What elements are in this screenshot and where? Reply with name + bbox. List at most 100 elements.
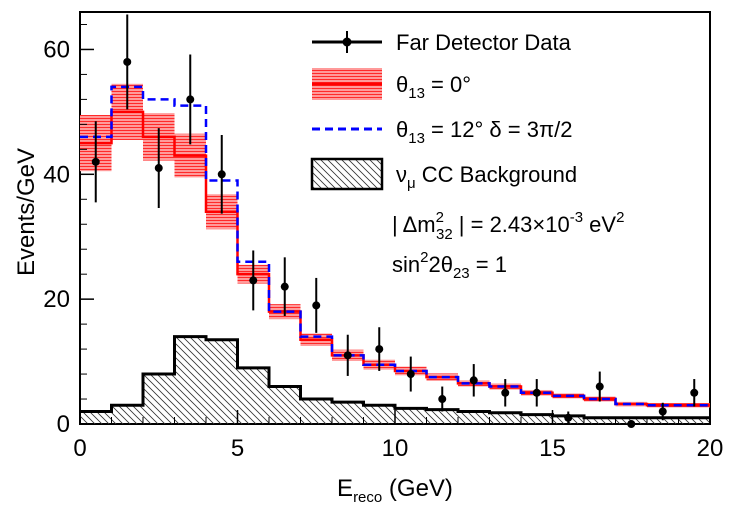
background-bin-10 bbox=[395, 408, 427, 424]
annotation-dm32: | Δm2 32 | = 2.43×10-3 eV2 bbox=[392, 209, 624, 243]
background-bin-19 bbox=[678, 417, 710, 424]
data-point-13 bbox=[501, 379, 510, 407]
marker-17 bbox=[627, 420, 636, 428]
marker-10 bbox=[406, 370, 415, 379]
legend-label-2-rest: = 12° δ = 3π/2 bbox=[425, 117, 573, 142]
annotation-sin2-sub: 23 bbox=[453, 265, 470, 282]
axes: 0 5 10 15 20 0 20 40 60 Ereco (GeV) Events/GeV bbox=[13, 23, 723, 506]
data-point-7 bbox=[312, 277, 321, 333]
legend-label-1: θ13 = 0° bbox=[396, 72, 471, 102]
marker-11 bbox=[438, 395, 447, 404]
annotation-dm32-sup: 2 bbox=[436, 209, 444, 226]
y-tick-label-3: 60 bbox=[43, 36, 70, 63]
marker-6 bbox=[280, 282, 289, 291]
x-axis-title: Ereco (GeV) bbox=[337, 475, 453, 506]
legend-label-3-rest: CC Background bbox=[416, 162, 577, 187]
marker-3 bbox=[186, 95, 195, 104]
marker-0 bbox=[91, 157, 100, 166]
background-bin-1 bbox=[111, 405, 143, 424]
x-tick-label-0: 0 bbox=[73, 435, 86, 462]
background-bin-13 bbox=[489, 412, 521, 424]
annotation-sin2-post: = 1 bbox=[470, 252, 507, 277]
legend-label-1-rest: = 0° bbox=[425, 72, 471, 97]
annotation-dm32-sub: 32 bbox=[436, 226, 453, 243]
marker-12 bbox=[469, 376, 478, 385]
marker-7 bbox=[312, 301, 321, 310]
marker-8 bbox=[343, 351, 352, 360]
annotation-dm32-mid: | = 2.43×10 bbox=[453, 212, 570, 237]
legend-label-2-main: θ bbox=[396, 117, 408, 142]
background-bin-16 bbox=[584, 417, 616, 424]
legend-swatch-background bbox=[310, 157, 384, 191]
data-point-14 bbox=[532, 379, 541, 407]
data-point-16 bbox=[595, 371, 604, 402]
background-bin-5 bbox=[237, 367, 269, 424]
x-tick-label-2: 10 bbox=[382, 435, 409, 462]
x-tick-label-3: 15 bbox=[539, 435, 566, 462]
annotation-sin2: sin22θ23 = 1 bbox=[392, 249, 507, 282]
annotation-dm32-pre: | Δm bbox=[392, 212, 436, 237]
annotation-dm32-exp: -3 bbox=[570, 209, 583, 226]
data-point-2 bbox=[154, 128, 163, 209]
data-points bbox=[91, 14, 699, 428]
x-tick-label-1: 5 bbox=[231, 435, 244, 462]
theta13-12-line bbox=[80, 85, 710, 407]
data-point-6 bbox=[280, 257, 289, 317]
marker-16 bbox=[595, 382, 604, 391]
background-bin-11 bbox=[426, 409, 458, 424]
legend-label-1-main: θ bbox=[396, 72, 408, 97]
data-point-3 bbox=[186, 54, 195, 145]
data-point-15 bbox=[564, 411, 573, 424]
marker-9 bbox=[375, 345, 384, 354]
y-tick-label-0: 0 bbox=[57, 411, 70, 438]
legend-label-3-sub: μ bbox=[407, 175, 416, 192]
legend-label-0: Far Detector Data bbox=[396, 30, 572, 55]
background-bin-0 bbox=[80, 411, 112, 424]
data-point-8 bbox=[343, 334, 352, 376]
background-bin-12 bbox=[458, 411, 490, 424]
data-point-11 bbox=[438, 386, 447, 412]
background-bin-4 bbox=[206, 339, 238, 424]
data-point-12 bbox=[469, 364, 478, 397]
legend-label-2: θ13 = 12° δ = 3π/2 bbox=[396, 117, 572, 147]
x-axis-title-sub: reco bbox=[353, 489, 382, 506]
data-point-0 bbox=[91, 121, 100, 203]
legend-label-3-main: ν bbox=[396, 162, 407, 187]
data-point-19 bbox=[690, 379, 699, 407]
y-axis-title: Events/GeV bbox=[13, 148, 40, 276]
marker-19 bbox=[690, 388, 699, 397]
background-bin-18 bbox=[647, 417, 679, 424]
marker-13 bbox=[501, 388, 510, 397]
annotation-sin2-pre: sin bbox=[392, 252, 420, 277]
x-axis-title-main: E bbox=[337, 475, 353, 502]
background-bin-6 bbox=[269, 386, 301, 424]
legend-label-2-sub: 13 bbox=[408, 130, 425, 147]
annotation-dm32-post-sup: 2 bbox=[616, 209, 624, 226]
data-point-18 bbox=[658, 402, 667, 421]
background-bin-9 bbox=[363, 405, 395, 424]
annotation-sin2-sup: 2 bbox=[420, 249, 428, 266]
marker-2 bbox=[154, 164, 163, 173]
data-point-10 bbox=[406, 356, 415, 392]
data-point-17 bbox=[627, 420, 636, 428]
background-bin-3 bbox=[174, 336, 206, 424]
annotation-dm32-post: eV bbox=[583, 212, 616, 237]
data-point-4 bbox=[217, 134, 226, 214]
legend-label-1-sub: 13 bbox=[408, 85, 425, 102]
marker-4 bbox=[217, 170, 226, 179]
data-point-5 bbox=[249, 250, 258, 311]
background-bin-14 bbox=[521, 414, 553, 424]
background-bin-8 bbox=[332, 402, 364, 424]
marker-5 bbox=[249, 276, 258, 285]
marker-14 bbox=[532, 388, 541, 397]
legend-swatch-data-marker bbox=[342, 37, 352, 47]
marker-18 bbox=[658, 407, 667, 416]
background-histogram bbox=[80, 335, 710, 424]
legend-label-3: νμ CC Background bbox=[396, 162, 577, 192]
x-axis-title-rest: (GeV) bbox=[382, 475, 453, 502]
marker-15 bbox=[564, 413, 573, 422]
annotation-sin2-mid: 2θ bbox=[428, 252, 452, 277]
legend-label-0-main: Far Detector Data bbox=[396, 30, 572, 55]
